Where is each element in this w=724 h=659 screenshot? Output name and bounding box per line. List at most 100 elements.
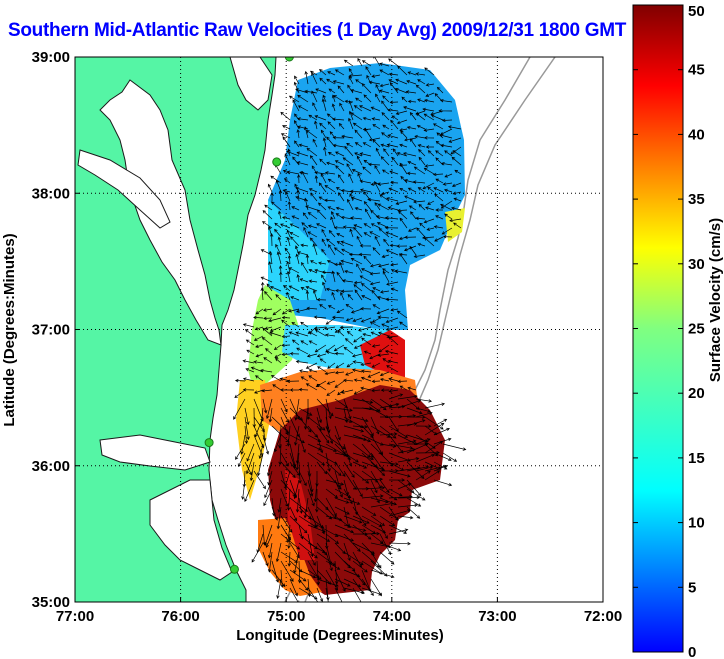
current-vector-arrow <box>364 208 372 220</box>
current-vector-arrow <box>298 569 317 579</box>
current-vector-arrow <box>337 330 345 337</box>
current-vector-arrow <box>399 252 408 265</box>
current-vector-arrow <box>267 461 273 477</box>
current-vector-arrow <box>397 394 418 400</box>
current-vector-arrow <box>372 304 381 310</box>
current-vector-arrow <box>406 497 422 507</box>
current-vector-arrow <box>407 187 417 193</box>
current-vector-arrow <box>253 398 264 422</box>
current-vector-arrow <box>303 497 309 519</box>
current-vector-arrow <box>370 488 380 504</box>
current-vector-arrow <box>382 270 390 283</box>
current-vector-arrow <box>435 208 443 212</box>
current-vector-arrow <box>288 95 300 103</box>
current-vector-arrow <box>444 173 453 178</box>
current-vector-arrow <box>272 384 282 391</box>
current-vector-arrow <box>397 379 408 384</box>
current-vector-arrow <box>381 100 390 112</box>
current-vector-arrow <box>397 503 418 508</box>
current-vector-arrow <box>255 375 264 382</box>
current-vector-arrow <box>353 344 363 349</box>
current-vector-arrow <box>298 434 306 453</box>
current-vector-arrow <box>382 358 390 364</box>
current-vector-arrow <box>444 188 453 193</box>
current-vector-arrow <box>308 114 318 121</box>
current-vector-arrow <box>388 58 399 67</box>
current-vector-arrow <box>322 94 327 103</box>
current-vector-arrow <box>416 124 426 130</box>
colorbar-tick-label: 10 <box>688 515 705 532</box>
current-vector-arrow <box>306 129 318 139</box>
current-vector-arrow <box>344 269 354 274</box>
current-vector-arrow <box>307 231 318 238</box>
current-vector-arrow <box>325 524 329 550</box>
current-vector-arrow <box>336 240 345 247</box>
current-vector-arrow <box>388 524 408 534</box>
current-vector-arrow <box>292 156 300 166</box>
current-vector-arrow <box>362 116 372 121</box>
current-vector-arrow <box>242 323 255 328</box>
current-vector-arrow <box>282 189 291 193</box>
current-vector-arrow <box>324 184 336 193</box>
current-vector-arrow <box>341 279 354 283</box>
current-vector-arrow <box>321 274 327 283</box>
current-vector-arrow <box>262 434 270 455</box>
current-vector-arrow <box>311 72 318 85</box>
current-vector-arrow <box>307 479 314 497</box>
current-vector-arrow <box>316 443 337 453</box>
current-vector-arrow <box>289 578 298 597</box>
current-vector-arrow <box>336 308 345 314</box>
current-vector-arrow <box>339 102 345 112</box>
current-vector-arrow <box>251 542 264 563</box>
x-axis-title: Longitude (Degrees:Minutes) <box>236 627 444 644</box>
current-vector-arrow <box>287 201 292 211</box>
current-vector-arrow <box>379 533 392 556</box>
current-vector-arrow <box>277 236 282 247</box>
current-vector-arrow <box>334 425 341 441</box>
current-vector-arrow <box>335 206 345 211</box>
current-vector-arrow <box>381 254 390 258</box>
current-vector-arrow <box>273 344 282 351</box>
current-vector-arrow <box>253 425 265 449</box>
current-vector-arrow <box>348 173 354 184</box>
current-vector-arrow <box>264 291 273 301</box>
current-vector-arrow <box>297 117 309 121</box>
current-vector-arrow <box>325 488 338 499</box>
current-vector-arrow <box>419 222 426 229</box>
current-vector-arrow <box>326 238 336 247</box>
x-tick-label: 76:00 <box>161 608 199 625</box>
current-vector-arrow <box>333 247 345 256</box>
current-vector-arrow <box>385 249 399 256</box>
current-vector-arrow <box>289 434 305 443</box>
current-vector-arrow <box>325 434 346 450</box>
current-vector-arrow <box>370 560 388 577</box>
current-vector-arrow <box>295 308 309 313</box>
current-vector-arrow <box>423 113 435 121</box>
current-vector-arrow <box>295 88 309 94</box>
current-vector-arrow <box>263 308 273 312</box>
current-vector-arrow <box>291 339 300 346</box>
current-vector-arrow <box>294 245 300 256</box>
current-vector-arrow <box>382 95 390 103</box>
current-vector-arrow <box>319 69 327 76</box>
current-vector-arrow <box>327 206 336 211</box>
current-vector-arrow <box>352 479 363 498</box>
current-vector-arrow <box>394 87 408 94</box>
current-vector-arrow <box>354 206 363 211</box>
current-vector-arrow <box>298 542 318 559</box>
current-vector-arrow <box>304 70 309 85</box>
current-vector-arrow <box>361 560 383 575</box>
current-vector-arrow <box>335 165 345 175</box>
current-vector-arrow <box>347 293 354 301</box>
current-vector-arrow <box>305 383 318 391</box>
current-vector-arrow <box>326 380 336 385</box>
radar-station-marker <box>284 57 294 62</box>
current-vector-arrow <box>385 297 399 302</box>
current-vector-arrow <box>316 383 327 391</box>
current-vector-arrow <box>245 368 255 373</box>
current-vector-arrow <box>435 178 444 184</box>
current-vector-arrow <box>371 117 381 121</box>
current-vector-arrow <box>253 360 264 364</box>
current-vector-arrow <box>300 243 309 248</box>
colorbar-tick-label: 30 <box>688 256 705 273</box>
